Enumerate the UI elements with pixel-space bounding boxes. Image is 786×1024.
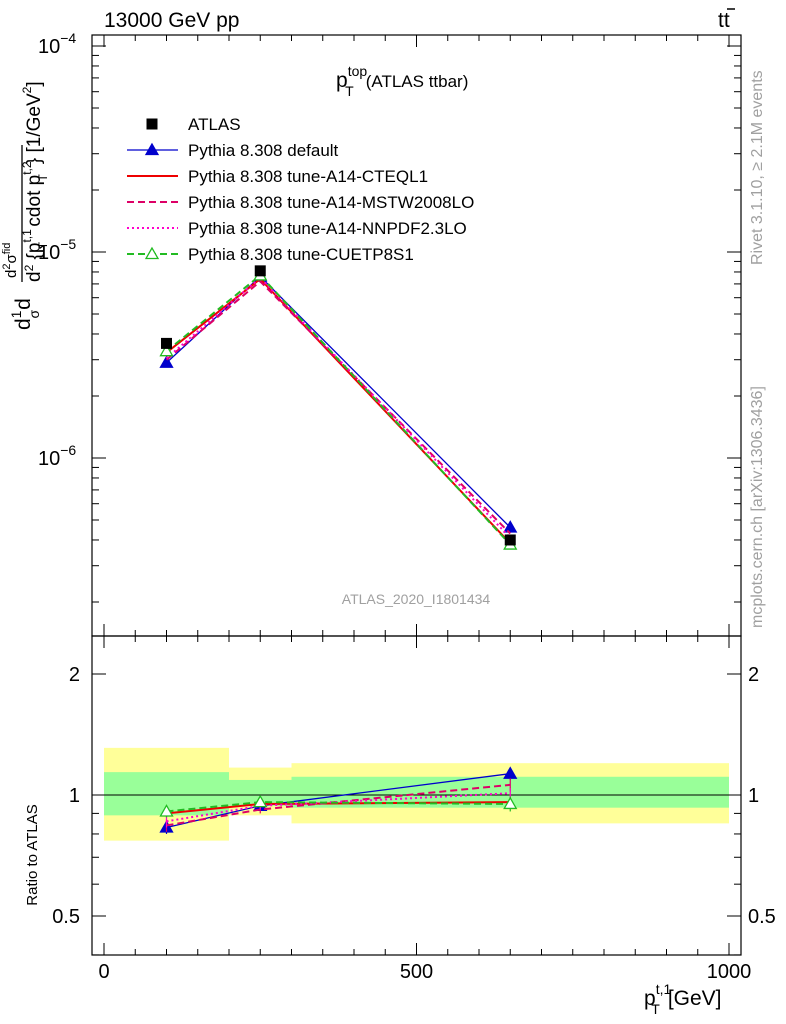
y-tick-label-ratio-right: 1 [748,785,759,807]
data-point [159,355,174,368]
data-point [161,337,172,349]
svg-text:d2 {pt,1T cdot pt,2T} [1/GeV2]: d2 {pt,1T cdot pt,2T} [1/GeV2] [20,81,50,282]
data-point [253,794,268,808]
data-point [159,343,174,357]
legend-label: Pythia 8.308 default [188,141,339,160]
svg-text:d2σfid: d2σfid [1,243,20,278]
legend-label: Pythia 8.308 tune-A14-CTEQL1 [188,167,428,186]
x-axis-label: pt,1 T [GeV] [644,981,722,1017]
legend-label: Pythia 8.308 tune-CUETP8S1 [188,245,414,264]
legend: ATLAS Pythia 8.308 default Pythia 8.308 tu… [127,115,474,264]
tick-labels: 0 500 1000 10−4 10−5 10−6 0.5 0.5 1 1 2 2 [38,30,776,983]
y-tick-label-ratio-right: 0.5 [748,906,776,928]
data-point [503,520,518,533]
data-point [503,796,518,810]
axis-ticks [92,35,741,956]
series-layer [159,265,518,550]
data-point [159,804,174,817]
series-line [165,280,511,535]
data-point [254,265,266,277]
y-tick-label: 10−4 [38,30,76,58]
x-tick-label: 0 [98,961,109,983]
series-line [165,274,511,546]
analysis-label: ATLAS_2020_I1801434 [342,591,491,607]
x-tick-label: 500 [400,961,433,983]
legend-label: ATLAS [188,115,241,134]
data-point [144,246,160,260]
mcplots-label: mcplots.cern.ch [arXiv:1306.3436] [749,386,766,628]
header-right: tt [718,9,730,32]
data-point [144,142,160,156]
y-tick-label: 10−5 [38,236,76,264]
y-tick-label-ratio-right: 2 [748,664,759,686]
y-axis-label-ratio: Ratio to ATLAS [24,804,41,905]
series-line [165,277,511,545]
y-tick-label-ratio: 1 [69,785,80,807]
chart-title: ptop T (ATLAS ttbar) [336,63,468,99]
ratio-series-layer [159,766,518,834]
data-point [503,766,518,779]
y-tick-label: 10−6 [38,442,76,470]
y-tick-label-ratio: 2 [69,664,80,686]
data-point [504,534,516,546]
y-axis-label-top: d1 σd d2σfid d2 {pt,1T cdot pt,2T} [1/GeV… [1,81,50,330]
header-left: 13000 GeV pp [104,9,239,32]
x-tick-label: 1000 [707,961,752,983]
y-tick-label-ratio: 0.5 [52,906,80,928]
rivet-label: Rivet 3.1.10, ≥ 2.1M events [749,70,766,265]
series-line [165,276,511,539]
ratio-bands [104,747,729,841]
legend-label: Pythia 8.308 tune-A14-MSTW2008LO [188,193,474,212]
data-point [146,118,158,130]
legend-label: Pythia 8.308 tune-A14-NNPDF2.3LO [188,219,467,238]
